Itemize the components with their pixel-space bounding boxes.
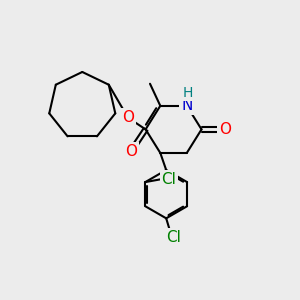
Text: H: H xyxy=(183,85,194,100)
Text: O: O xyxy=(122,110,134,125)
Text: Cl: Cl xyxy=(166,230,181,245)
Text: Cl: Cl xyxy=(161,172,176,187)
Text: O: O xyxy=(125,144,137,159)
Text: N: N xyxy=(181,98,193,113)
Text: O: O xyxy=(219,122,231,137)
